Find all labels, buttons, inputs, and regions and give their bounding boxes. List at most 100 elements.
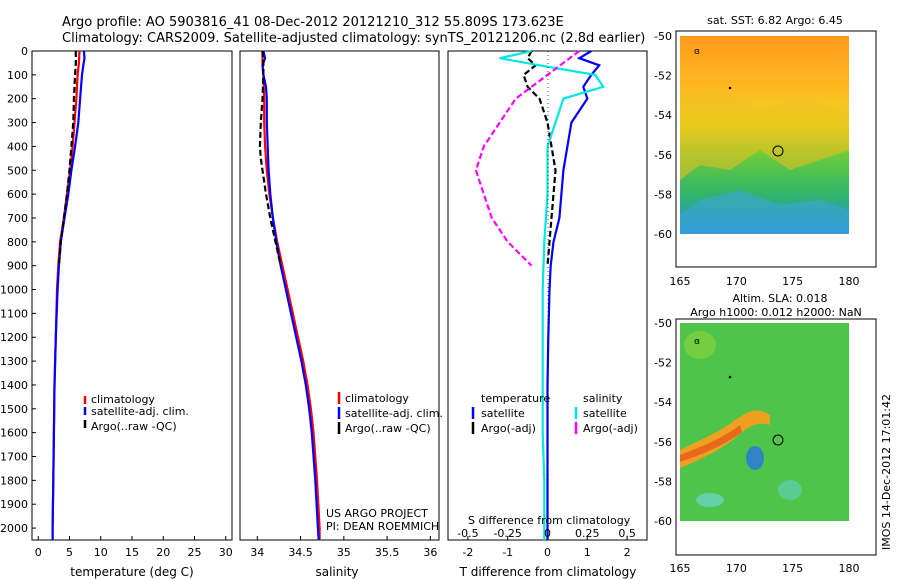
float-marker — [772, 145, 784, 157]
x-tick-label: 2 — [624, 546, 631, 559]
y-tick-label: 200 — [7, 93, 28, 106]
series-line — [499, 49, 605, 540]
island-marker: ɞ — [694, 337, 700, 347]
difference-legend: temperature satellite Argo(-adj) salinit… — [471, 392, 638, 435]
series-line — [57, 51, 77, 266]
sla-map: Altim. SLA: 0.018 Argo h1000: 0.012 h200… — [654, 292, 877, 575]
sla-low-3 — [778, 480, 802, 500]
legend-temperature-heading: temperature — [481, 392, 550, 405]
sst-map-y-ticks: -50 -52 -54 -56 -58 -60 — [654, 30, 672, 241]
y-tick-label: 1500 — [0, 403, 28, 416]
legend-climatology: climatology — [345, 392, 409, 405]
difference-lines — [474, 49, 605, 540]
y-tick-label: 0 — [21, 45, 28, 58]
x-tick-label: 34 — [250, 546, 264, 559]
map-y-tick-label: -50 — [654, 317, 672, 330]
y-tick-label: 700 — [7, 212, 28, 225]
map-y-tick-label: -54 — [654, 109, 672, 122]
legend-satellite: satellite-adj. clim. — [91, 405, 189, 418]
depth-y-ticks: 0 100 200 300 400 500 600 700 800 900 1000 1100 1200… — [0, 45, 36, 535]
map-x-tick-label: 165 — [670, 562, 691, 575]
x-tick-label: 34.5 — [288, 546, 313, 559]
difference-x-ticks: -2 -1 0 1 2 — [462, 536, 631, 559]
float-marker — [772, 434, 784, 446]
y-tick-label: 1700 — [0, 451, 28, 464]
x-tick-label: 15 — [125, 546, 139, 559]
s-diff-tick-label: -0.25 — [493, 527, 521, 540]
map-y-tick-label: -52 — [654, 357, 672, 370]
map-y-tick-label: -54 — [654, 396, 672, 409]
s-difference-label: S difference from climatology — [468, 514, 631, 527]
map-x-tick-label: 165 — [670, 275, 691, 288]
temperature-x-ticks: 0 5 10 15 20 25 30 — [35, 536, 233, 559]
y-tick-label: 500 — [7, 164, 28, 177]
sst-warm-patch — [680, 90, 849, 180]
sla-map-x-ticks: 165 170 175 180 — [670, 562, 860, 575]
sla-ridge-core — [680, 425, 742, 462]
sst-map-title: sat. SST: 6.82 Argo: 6.45 — [707, 14, 843, 27]
series-line — [474, 50, 580, 267]
series-line — [522, 50, 557, 266]
map-y-tick-label: -56 — [654, 436, 672, 449]
legend-sal-satellite: satellite — [583, 407, 627, 420]
s-difference-ticks: -0.5 -0.25 0 0.25 0.5 — [457, 527, 636, 540]
y-tick-label: 1900 — [0, 498, 28, 511]
map-x-tick-label: 175 — [782, 562, 803, 575]
salinity-axes — [239, 50, 440, 541]
x-tick-label: 5 — [66, 546, 73, 559]
x-tick-label: 1 — [584, 546, 591, 559]
y-tick-label: 1400 — [0, 379, 28, 392]
y-tick-label: 2000 — [0, 522, 28, 535]
x-tick-label: 25 — [188, 546, 202, 559]
map-y-tick-label: -52 — [654, 70, 672, 83]
map-y-tick-label: -60 — [654, 228, 672, 241]
x-tick-label: 35.5 — [375, 546, 400, 559]
sla-map-y-ticks: -50 -52 -54 -56 -58 -60 — [654, 317, 672, 528]
map-y-tick-label: -58 — [654, 475, 672, 488]
legend-satellite: satellite-adj. clim. — [345, 407, 443, 420]
difference-panel: -2 -1 0 1 2 S difference from climatology -0… — [447, 49, 648, 579]
x-tick-label: 30 — [219, 546, 233, 559]
map-y-tick-label: -56 — [654, 149, 672, 162]
series-line — [261, 51, 321, 540]
salinity-x-ticks: 34 34.5 35 35.5 36 — [250, 536, 437, 559]
map-x-tick-label: 180 — [839, 275, 860, 288]
x-tick-label: -1 — [502, 546, 513, 559]
sla-map-title: Altim. SLA: 0.018 — [732, 292, 827, 305]
title-line1: Argo profile: AO 5903816_41 08-Dec-2012 … — [62, 15, 564, 30]
sst-map-x-ticks: 165 170 175 180 — [670, 275, 860, 288]
s-diff-tick-label: 0.25 — [575, 527, 600, 540]
footer-stamp: IMOS 14-Dec-2012 17:01:42 — [880, 394, 893, 550]
temperature-axes — [31, 50, 233, 541]
x-tick-label: -2 — [462, 546, 473, 559]
s-diff-tick-label: 0 — [544, 527, 551, 540]
legend-argo: Argo(..raw -QC) — [345, 422, 431, 435]
salinity-panel: 34 34.5 35 35.5 36 salinity climatology sate… — [239, 50, 443, 579]
map-y-tick-label: -58 — [654, 188, 672, 201]
x-tick-label: 10 — [94, 546, 108, 559]
x-tick-label: 36 — [423, 546, 437, 559]
credit-line2: PI: DEAN ROEMMICH — [326, 520, 439, 533]
y-tick-label: 400 — [7, 140, 28, 153]
series-line — [546, 50, 602, 540]
y-tick-label: 1200 — [0, 331, 28, 344]
sst-cool-patch — [680, 190, 849, 234]
credit-line1: US ARGO PROJECT — [326, 507, 428, 520]
y-tick-label: 1100 — [0, 307, 28, 320]
x-tick-label: 0 — [35, 546, 42, 559]
map-y-tick-label: -50 — [654, 30, 672, 43]
sla-low-1 — [746, 446, 764, 470]
x-tick-label: 35 — [337, 546, 351, 559]
map-x-tick-label: 180 — [839, 562, 860, 575]
legend-temp-argo: Argo(-adj) — [481, 422, 536, 435]
legend-temp-satellite: satellite — [481, 407, 525, 420]
temperature-xlabel: temperature (deg C) — [70, 565, 193, 579]
sla-map-subtitle: Argo h1000: 0.012 h2000: NaN — [690, 306, 862, 319]
legend-salinity-heading: salinity — [583, 392, 623, 405]
legend-climatology: climatology — [91, 393, 155, 406]
sst-map: sat. SST: 6.82 Argo: 6.45 ɞ 165 170 175 180… — [654, 14, 877, 288]
title-line2: Climatology: CARS2009. Satellite-adjuste… — [62, 31, 645, 46]
y-tick-label: 600 — [7, 188, 28, 201]
legend-argo: Argo(..raw -QC) — [91, 420, 177, 433]
